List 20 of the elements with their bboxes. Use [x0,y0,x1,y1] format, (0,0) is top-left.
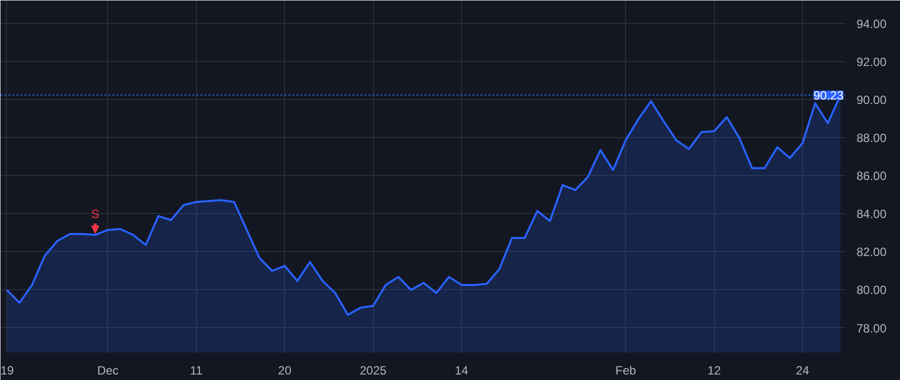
y-tick-label: 92.00 [856,54,887,69]
x-tick-label: 19 [0,364,14,378]
y-tick-label: 80.00 [856,283,887,298]
x-tick-label: 20 [278,364,292,378]
x-tick-label: 11 [190,364,203,378]
x-tick-label: 14 [454,364,469,378]
x-tick-label: 2025 [360,364,387,378]
x-tick-label: 12 [707,364,722,378]
y-tick-label: 94.00 [856,16,887,31]
y-tick-label: 88.00 [856,130,887,145]
annotation: S [91,206,100,221]
x-tick-label: Feb [615,364,636,378]
ref-line-label: 90.23 [813,88,844,103]
y-tick-label: 78.00 [856,321,887,336]
x-tick-label: 24 [796,364,810,378]
y-tick-label: 84.00 [856,207,887,222]
y-tick-label: 86.00 [856,169,887,184]
x-tick-label: Dec [97,364,119,378]
y-tick-label: 82.00 [856,245,887,260]
y-tick-label: 90.00 [856,92,887,107]
